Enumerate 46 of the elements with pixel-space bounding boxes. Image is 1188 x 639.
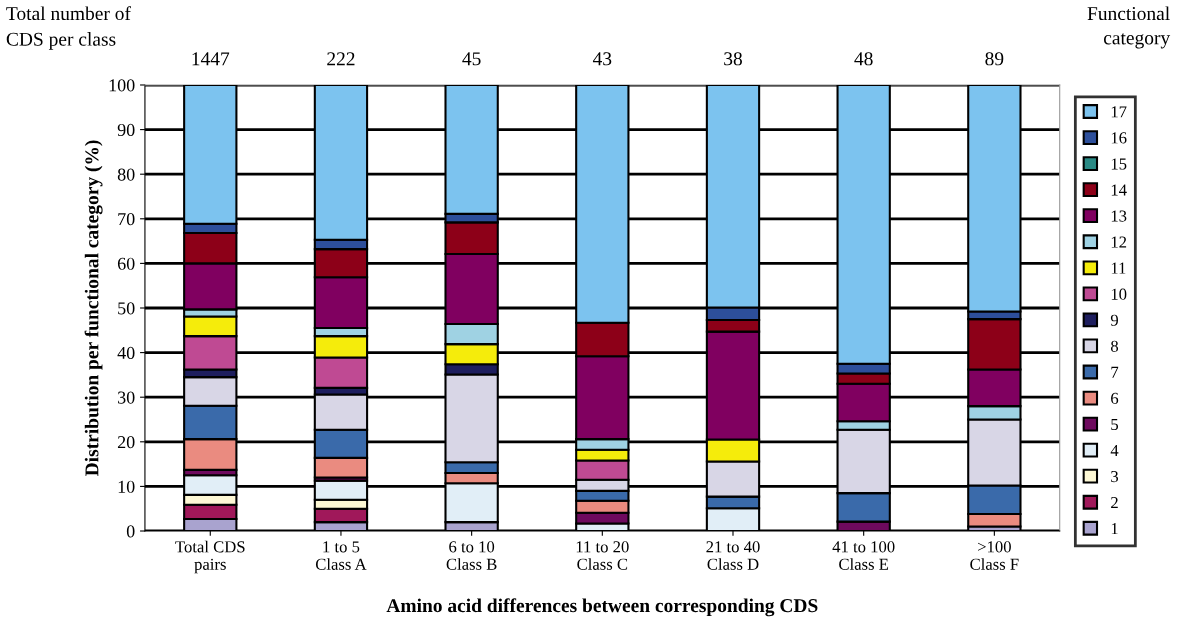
y-tick-label: 60 xyxy=(117,257,135,270)
y-tick-label: 100 xyxy=(109,79,135,92)
legend-label: 5 xyxy=(1111,418,1119,431)
y-tick-label: 30 xyxy=(118,391,135,404)
legend-label: 1 xyxy=(1111,523,1118,535)
text: 45 xyxy=(462,52,481,66)
text: 89 xyxy=(985,52,1004,66)
y-tick-label: 70 xyxy=(118,213,135,226)
x-tick-label: 6 to 10 Class B xyxy=(446,541,497,570)
legend-label: 12 xyxy=(1111,236,1127,248)
y-axis-title: Distribution per functional category (%) xyxy=(84,140,103,476)
y-tick-label: 80 xyxy=(117,168,135,181)
x-axis-title: Amino acid differences between corresponding CDS xyxy=(386,598,818,617)
legend-label: 10 xyxy=(1111,288,1127,300)
y-tick-label: 40 xyxy=(117,346,135,360)
y-tick-label: 10 xyxy=(118,480,135,493)
y-tick-label: 0 xyxy=(126,525,135,538)
text: Total number of CDS per class xyxy=(6,6,131,50)
legend-label: 15 xyxy=(1111,158,1127,170)
legend-label: 7 xyxy=(1111,366,1119,378)
x-tick-label: 1 to 5 Class A xyxy=(315,541,367,570)
x-tick-label: Total CDS pairs xyxy=(175,540,245,574)
legend-label: 14 xyxy=(1111,184,1127,196)
x-tick-label: >100 Class F xyxy=(970,541,1019,570)
text: 1447 xyxy=(192,52,230,66)
legend-title: Functional category xyxy=(1087,6,1171,49)
legend-label: 2 xyxy=(1111,497,1118,509)
text: 48 xyxy=(854,52,873,66)
legend-label: 8 xyxy=(1110,340,1119,352)
text: 222 xyxy=(327,52,355,66)
text: 38 xyxy=(724,52,742,66)
legend-label: 3 xyxy=(1111,470,1119,483)
legend-label: 9 xyxy=(1110,314,1118,326)
legend-label: 13 xyxy=(1111,210,1127,222)
legend-label: 11 xyxy=(1111,262,1126,274)
legend-label: 4 xyxy=(1110,444,1119,456)
y-tick-label: 50 xyxy=(118,302,135,315)
text: 43 xyxy=(592,52,612,66)
legend-label: 6 xyxy=(1111,392,1119,404)
x-tick-label: 41 to 100 Class E xyxy=(832,541,895,570)
y-tick-label: 20 xyxy=(117,436,135,449)
y-tick-label: 90 xyxy=(117,123,135,137)
x-tick-label: 11 to 20 Class C xyxy=(576,541,629,570)
x-tick-label: 21 to 40 Class D xyxy=(706,541,760,570)
legend-label: 16 xyxy=(1111,132,1127,144)
legend-label: 17 xyxy=(1111,106,1127,118)
